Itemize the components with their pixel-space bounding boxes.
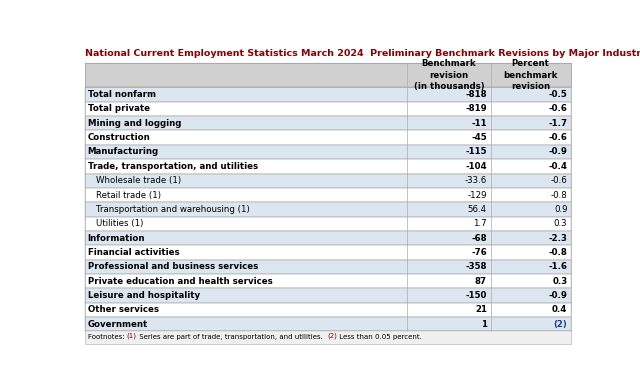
Text: Private education and health services: Private education and health services — [88, 277, 273, 286]
Bar — [85, 245, 571, 260]
Text: 56.4: 56.4 — [468, 205, 487, 214]
Text: (1): (1) — [127, 333, 137, 339]
Bar — [85, 217, 571, 231]
Text: Footnotes:: Footnotes: — [88, 334, 127, 340]
Text: -0.4: -0.4 — [548, 162, 568, 171]
Text: 1.7: 1.7 — [473, 219, 487, 228]
Text: Less than 0.05 percent.: Less than 0.05 percent. — [337, 334, 422, 340]
Text: Total private: Total private — [88, 104, 150, 113]
Text: Trade, transportation, and utilities: Trade, transportation, and utilities — [88, 162, 258, 171]
Text: -0.8: -0.8 — [551, 191, 568, 199]
Text: 87: 87 — [475, 277, 487, 286]
Bar — [85, 87, 571, 102]
Text: Professional and business services: Professional and business services — [88, 262, 258, 271]
Bar — [85, 317, 571, 331]
Text: Other services: Other services — [88, 305, 159, 314]
Bar — [85, 330, 571, 344]
Text: (2): (2) — [327, 333, 337, 339]
Text: National Current Employment Statistics March 2024  Preliminary Benchmark Revisio: National Current Employment Statistics M… — [85, 49, 640, 58]
Text: Transportation and warehousing (1): Transportation and warehousing (1) — [96, 205, 250, 214]
Text: Information: Information — [88, 234, 145, 242]
Text: -1.7: -1.7 — [548, 119, 568, 128]
Text: Series are part of trade, transportation, and utilities.: Series are part of trade, transportation… — [137, 334, 327, 340]
Text: -0.6: -0.6 — [548, 104, 568, 113]
Bar — [85, 159, 571, 173]
Text: -0.8: -0.8 — [548, 248, 568, 257]
Text: -68: -68 — [471, 234, 487, 242]
Text: -1.6: -1.6 — [548, 262, 568, 271]
Bar — [85, 202, 571, 217]
Text: Retail trade (1): Retail trade (1) — [96, 191, 161, 199]
Text: Wholesale trade (1): Wholesale trade (1) — [96, 176, 181, 185]
Bar — [85, 63, 571, 87]
Bar — [85, 130, 571, 145]
Bar — [85, 231, 571, 245]
Text: -11: -11 — [471, 119, 487, 128]
Text: -0.9: -0.9 — [548, 147, 568, 156]
Text: -104: -104 — [465, 162, 487, 171]
Text: Utilities (1): Utilities (1) — [96, 219, 143, 228]
Text: -358: -358 — [465, 262, 487, 271]
Bar — [85, 116, 571, 130]
Text: -0.9: -0.9 — [548, 291, 568, 300]
Text: -33.6: -33.6 — [465, 176, 487, 185]
Text: -76: -76 — [471, 248, 487, 257]
Text: 0.3: 0.3 — [552, 277, 568, 286]
Text: -150: -150 — [465, 291, 487, 300]
Bar — [85, 274, 571, 288]
Text: -45: -45 — [471, 133, 487, 142]
Text: -0.6: -0.6 — [548, 133, 568, 142]
Text: Mining and logging: Mining and logging — [88, 119, 181, 128]
Text: Government: Government — [88, 320, 148, 329]
Text: Benchmark
revision
(in thousands): Benchmark revision (in thousands) — [413, 59, 484, 91]
Bar — [85, 260, 571, 274]
Text: 0.9: 0.9 — [554, 205, 568, 214]
Bar — [85, 173, 571, 188]
Text: (2): (2) — [554, 320, 568, 329]
Text: Leisure and hospitality: Leisure and hospitality — [88, 291, 200, 300]
Bar — [85, 188, 571, 202]
Text: 0.3: 0.3 — [554, 219, 568, 228]
Bar — [85, 145, 571, 159]
Text: Financial activities: Financial activities — [88, 248, 179, 257]
Bar — [85, 288, 571, 303]
Text: -0.6: -0.6 — [551, 176, 568, 185]
Text: Construction: Construction — [88, 133, 150, 142]
Text: Manufacturing: Manufacturing — [88, 147, 159, 156]
Text: -0.5: -0.5 — [548, 90, 568, 99]
Text: -129: -129 — [467, 191, 487, 199]
Bar — [85, 303, 571, 317]
Text: 21: 21 — [475, 305, 487, 314]
Text: 0.4: 0.4 — [552, 305, 568, 314]
Text: Percent
benchmark
revision: Percent benchmark revision — [504, 59, 558, 91]
Text: Total nonfarm: Total nonfarm — [88, 90, 156, 99]
Bar — [85, 102, 571, 116]
Text: -818: -818 — [465, 90, 487, 99]
Text: -115: -115 — [465, 147, 487, 156]
Text: -819: -819 — [465, 104, 487, 113]
Text: -2.3: -2.3 — [548, 234, 568, 242]
Text: 1: 1 — [481, 320, 487, 329]
